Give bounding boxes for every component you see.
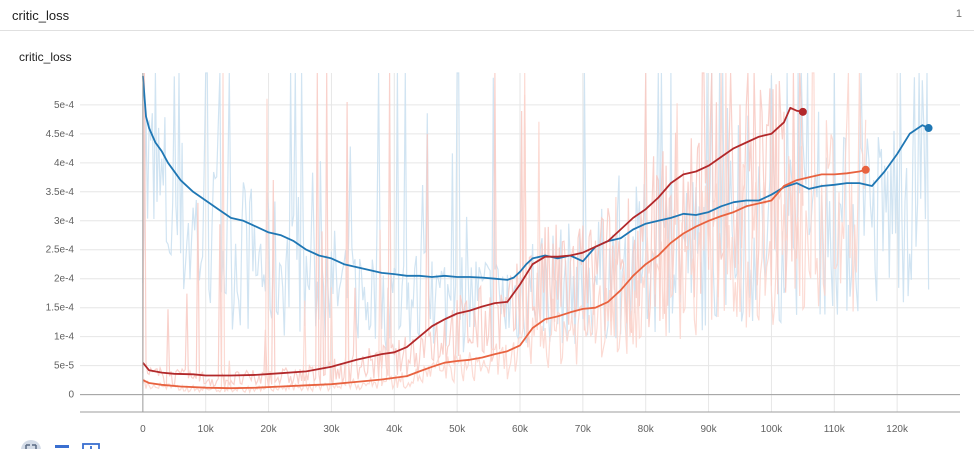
x-tick-label: 30k — [323, 424, 340, 435]
y-tick-label: 5e-5 — [54, 361, 74, 372]
y-tick-label: 1.5e-4 — [46, 303, 75, 314]
chart-plot[interactable]: 0 5e-5 1e-4 1.5e-4 2e-4 2.5e-4 3e-4 3.5e-4 4e-4 4… — [0, 0, 974, 440]
series-end-point — [924, 124, 933, 133]
y-tick-label: 5e-4 — [54, 100, 74, 111]
x-tick-label: 60k — [512, 424, 529, 435]
x-tick-label: 80k — [638, 424, 655, 435]
x-tick-label: 40k — [386, 424, 403, 435]
x-tick-label: 90k — [701, 424, 718, 435]
x-tick-label: 110k — [824, 424, 846, 435]
fit-domain-icon[interactable] — [82, 440, 100, 449]
fullscreen-icon[interactable] — [21, 440, 41, 449]
y-tick-label: 4.5e-4 — [46, 129, 75, 140]
x-tick-label: 120k — [886, 424, 909, 435]
series-line — [142, 106, 804, 377]
series-line — [142, 75, 929, 281]
raw-series — [142, 72, 930, 395]
chart-title: critic_loss — [19, 50, 72, 64]
x-tick-label: 100k — [761, 424, 784, 435]
card-header: critic_loss 1 — [0, 0, 974, 31]
x-tick-label: 10k — [198, 424, 215, 435]
x-tick-label: 70k — [575, 424, 592, 435]
y-tick-label: 1e-4 — [54, 332, 74, 343]
raw-trace — [142, 72, 804, 388]
y-tick-label: 2.5e-4 — [46, 245, 75, 256]
y-tick-label: 4e-4 — [54, 158, 74, 169]
axes: 0 5e-5 1e-4 1.5e-4 2e-4 2.5e-4 3e-4 3.5e-4 4e-4 4… — [46, 73, 960, 435]
series-end-point — [798, 107, 807, 116]
x-tick-label: 0 — [140, 424, 146, 435]
y-tick-label: 0 — [68, 390, 74, 401]
smoothed-series — [142, 75, 933, 390]
series-end-point — [861, 165, 870, 174]
header-title: critic_loss — [12, 8, 70, 23]
header-count: 1 — [955, 8, 962, 20]
y-tick-label: 3.5e-4 — [46, 187, 75, 198]
x-tick-label: 20k — [261, 424, 278, 435]
y-tick-label: 3e-4 — [54, 216, 74, 227]
y-tick-label: 2e-4 — [54, 274, 74, 285]
raw-trace — [142, 72, 867, 395]
x-tick-label: 50k — [449, 424, 466, 435]
series-line — [142, 168, 866, 390]
menu-icon[interactable] — [55, 440, 69, 449]
